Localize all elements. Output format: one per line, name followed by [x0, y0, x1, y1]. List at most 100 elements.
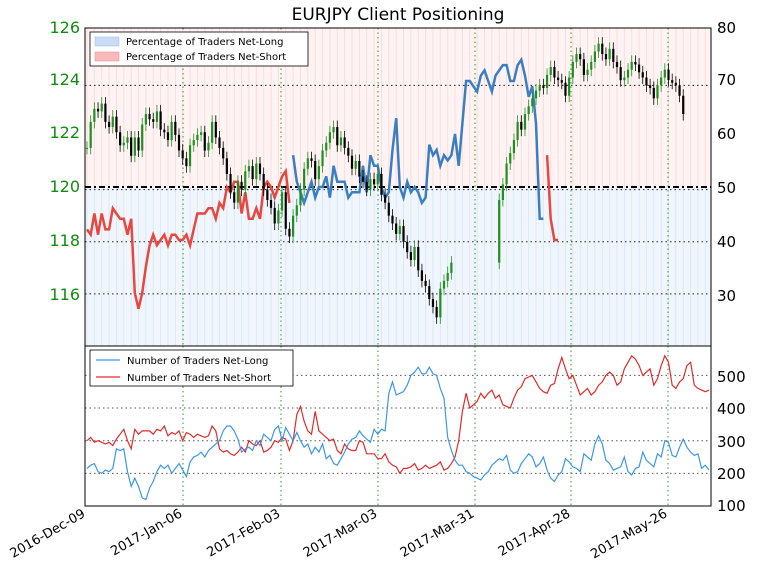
y-left-tick-label: 122: [49, 123, 80, 142]
candle-body: [107, 121, 111, 128]
candle-body: [579, 54, 582, 60]
candle-body: [229, 173, 232, 193]
candle-body: [512, 140, 516, 154]
candle-body: [332, 127, 335, 133]
candle-body: [571, 61, 574, 78]
candle-body: [295, 205, 298, 216]
candle-body: [339, 137, 343, 146]
candle-body: [516, 121, 519, 141]
candle-body: [660, 77, 663, 86]
series-line-traders-net-short: [86, 354, 710, 475]
candle-body: [417, 246, 420, 271]
candle-body: [236, 181, 239, 203]
bottom-legend-box: [89, 349, 294, 387]
candle-body: [203, 132, 206, 151]
candle-body: [251, 166, 254, 180]
candle-body: [137, 137, 140, 151]
candle-body: [310, 158, 313, 161]
candle-body: [431, 299, 435, 307]
candle-body: [391, 215, 394, 224]
y-right-tick-label: 40: [717, 233, 736, 251]
x-tick-label: 2017-May-26: [588, 506, 670, 562]
candle-body: [255, 163, 258, 180]
legend-swatch-net-long: [94, 36, 120, 47]
candle-body: [424, 280, 427, 287]
candle-body: [634, 61, 637, 65]
candle-body: [498, 200, 501, 263]
candle-body: [663, 69, 666, 78]
candle-body: [450, 262, 453, 274]
y-bottom-tick-label: 400: [717, 400, 746, 418]
x-tick-label: 2017-Feb-03: [204, 506, 283, 560]
candle-body: [288, 228, 291, 237]
candle-body: [277, 210, 280, 224]
candle-body: [266, 189, 269, 201]
candle-body: [258, 163, 262, 174]
x-tick-label: 2017-Apr-28: [496, 506, 573, 559]
candle-body: [509, 153, 512, 164]
candle-body: [354, 160, 357, 169]
y-left-tick-label: 124: [49, 70, 80, 89]
candle-body: [218, 137, 221, 148]
candle-body: [155, 111, 159, 122]
candle-body: [262, 173, 265, 190]
candle-body: [244, 171, 247, 190]
candle-body: [284, 192, 287, 229]
candle-body: [682, 95, 685, 115]
candle-body: [199, 132, 203, 135]
y-left-tick-label: 116: [49, 285, 80, 304]
candle-body: [630, 61, 633, 70]
candle-body: [619, 67, 622, 81]
candle-body: [531, 98, 534, 107]
candle-body: [211, 121, 214, 143]
top-panel-series: [85, 56, 559, 310]
candle-body: [527, 106, 530, 115]
candle-body: [568, 77, 571, 96]
candle-body: [538, 85, 541, 91]
candle-body: [358, 160, 361, 177]
candle-body: [122, 142, 125, 146]
candle-body: [402, 226, 405, 242]
candle-body: [542, 85, 545, 88]
candle-body: [347, 147, 350, 156]
candle-body: [376, 173, 379, 185]
candle-body: [126, 137, 129, 143]
x-axis: 2016-Dec-09 2017-Jan-06 2017-Feb-03 2017…: [8, 506, 670, 562]
legend-label-net-long: Percentage of Traders Net-Long: [126, 37, 284, 48]
y-left-tick-label: 120: [49, 177, 80, 196]
candle-body: [406, 241, 409, 253]
candle-body: [303, 168, 306, 190]
candle-body: [177, 134, 181, 151]
series-line-net-short: [545, 155, 559, 242]
candle-body: [325, 142, 328, 151]
candle-body: [601, 43, 604, 55]
y-right-tick-label: 50: [717, 179, 736, 197]
top-legend: Percentage of Traders Net-Long Percentag…: [89, 31, 309, 67]
candle-body: [442, 280, 446, 289]
candle-body: [398, 226, 401, 234]
candle-body: [597, 43, 600, 52]
candle-body: [582, 59, 585, 75]
candle-body: [384, 194, 387, 203]
candle-body: [115, 116, 118, 133]
y-right-tick-label: 30: [717, 287, 736, 305]
candle-body: [564, 82, 567, 96]
candle-body: [159, 111, 162, 130]
candle-body: [641, 72, 644, 78]
candle-body: [372, 179, 376, 185]
bottom-panel-series: [86, 354, 710, 501]
candle-body: [185, 158, 188, 167]
candle-body: [181, 150, 184, 159]
candle-body: [557, 77, 560, 81]
y-bottom-tick-label: 500: [717, 368, 746, 386]
candle-body: [645, 77, 648, 86]
candle-body: [85, 147, 89, 149]
candle-body: [575, 54, 578, 62]
x-tick-label: 2017-Mar-03: [301, 506, 380, 560]
candle-body: [428, 286, 431, 300]
candle-body: [89, 121, 92, 148]
legend-label-net-short: Percentage of Traders Net-Short: [126, 52, 286, 63]
candle-body: [133, 137, 136, 156]
x-tick-label: 2017-Mar-31: [398, 506, 477, 560]
